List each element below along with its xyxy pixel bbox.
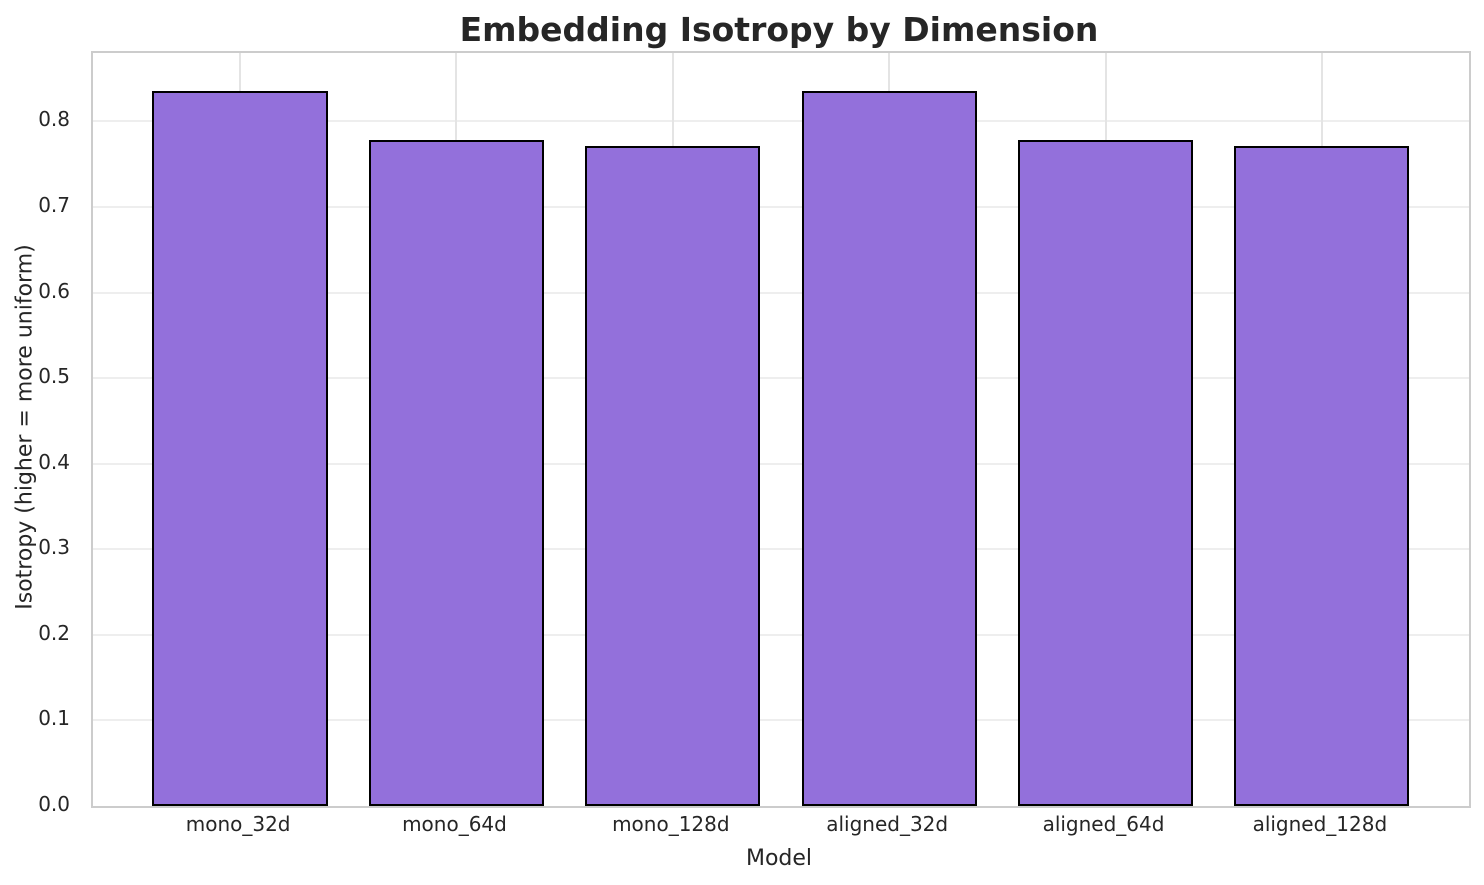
y-tick-label: 0.1	[38, 706, 70, 731]
h-gridline	[93, 719, 1469, 722]
x-axis-tick-labels: mono_32d mono_64d mono_128d aligned_32d alig…	[91, 810, 1467, 840]
y-axis-label: Isotropy (higher = more uniform)	[12, 244, 38, 610]
y-tick-label: 0.2	[38, 620, 70, 645]
y-tick-label: 0.7	[38, 193, 70, 218]
plot-area	[91, 51, 1471, 808]
h-gridline	[93, 462, 1469, 465]
h-gridline	[93, 291, 1469, 294]
bar-mono_32d	[152, 90, 328, 806]
x-tick-label: aligned_32d	[826, 812, 949, 836]
y-tick-label: 0.3	[38, 535, 70, 560]
bar-mono_64d	[368, 140, 545, 806]
h-gridline	[93, 377, 1469, 380]
h-gridline	[93, 633, 1469, 636]
y-tick-label: 0.5	[38, 364, 70, 389]
y-axis-tick-labels: 0.0 0.1 0.2 0.3 0.4 0.5 0.6 0.7 0.8	[0, 51, 82, 816]
x-tick-label: aligned_128d	[1252, 812, 1388, 836]
y-tick-label: 0.0	[38, 792, 70, 816]
h-gridline	[93, 548, 1469, 551]
h-gridline	[93, 120, 1469, 123]
y-tick-label: 0.8	[38, 107, 70, 132]
x-tick-label: aligned_64d	[1042, 812, 1165, 836]
bar-aligned_32d	[801, 90, 977, 806]
y-tick-label: 0.6	[38, 278, 70, 303]
bar-aligned_128d	[1234, 146, 1410, 806]
chart-title: Embedding Isotropy by Dimension	[459, 10, 1099, 49]
x-tick-label: mono_32d	[185, 812, 291, 836]
x-tick-label: mono_128d	[612, 812, 730, 836]
bar-mono_128d	[585, 146, 761, 806]
bar-aligned_64d	[1017, 140, 1194, 806]
y-tick-label: 0.4	[38, 449, 70, 474]
x-tick-label: mono_64d	[402, 812, 507, 836]
x-axis-label: Model	[745, 846, 813, 871]
h-gridline	[93, 206, 1469, 209]
